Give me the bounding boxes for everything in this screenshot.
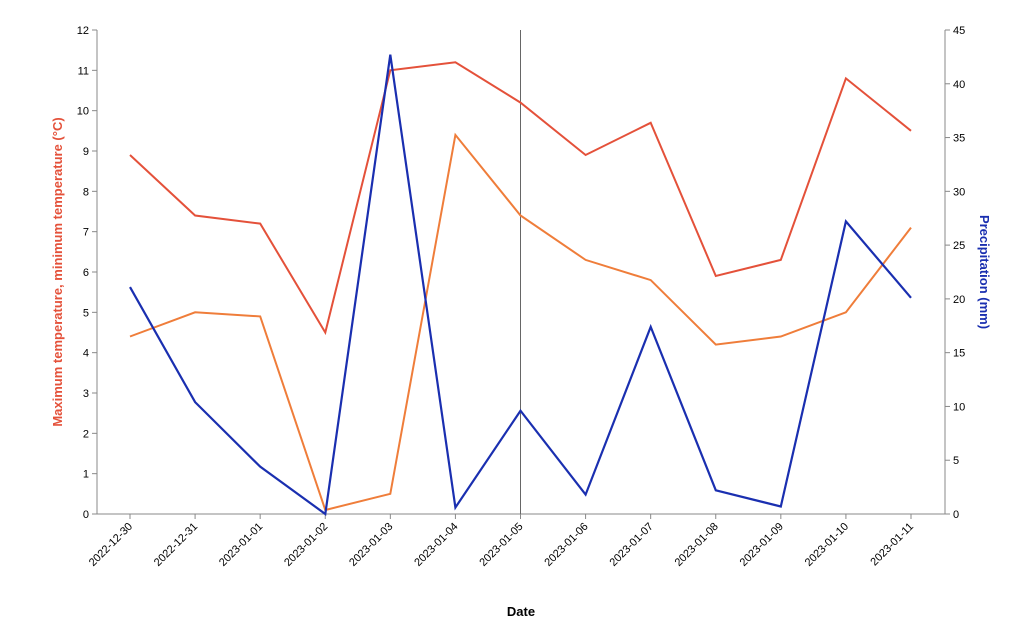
right-y-tick-label: 25 [953,240,965,252]
x-tick-label: 2023-01-07 [608,521,656,569]
right-y-tick-label: 10 [953,401,965,413]
right-y-tick-label: 0 [953,509,959,521]
right-y-axis-title: Precipitation (mm) [977,215,992,329]
left-y-tick-label: 6 [83,267,89,279]
right-y-tick-label: 15 [953,348,965,360]
left-y-tick-label: 2 [83,428,89,440]
left-y-tick-label: 7 [83,227,89,239]
right-y-tick-label: 40 [953,79,965,91]
x-tick-label: 2023-01-05 [477,521,525,569]
right-y-tick-label: 35 [953,133,965,145]
x-tick-label: 2023-01-04 [412,521,460,569]
left-y-tick-label: 12 [77,25,89,37]
x-tick-label: 2023-01-02 [282,521,330,569]
series-line-tmax [129,61,912,336]
left-y-tick-label: 9 [83,146,89,158]
x-tick-label: 2023-01-03 [347,521,395,569]
left-y-tick-label: 4 [83,348,89,360]
right-y-tick-label: 45 [953,25,965,37]
x-tick-label: 2023-01-11 [868,521,916,569]
right-y-tick-label: 30 [953,186,965,198]
left-y-tick-label: 0 [83,509,89,521]
left-y-tick-label: 5 [83,307,89,319]
x-tick-label: 2023-01-08 [673,521,721,569]
x-tick-label: 2023-01-06 [542,521,590,569]
left-y-tick-label: 8 [83,186,89,198]
x-tick-label: 2023-01-10 [803,521,851,569]
x-axis-title: Date [507,604,535,619]
x-tick-label: 2022-12-30 [87,521,135,569]
left-y-tick-label: 10 [77,106,89,118]
right-y-tick-label: 5 [953,455,959,467]
x-tick-label: 2022-12-31 [152,521,200,569]
series-line-tmin [129,132,912,512]
left-y-tick-label: 11 [78,65,89,77]
left-y-axis-title: Maximum temperature, minimum temperature… [50,117,65,426]
left-y-tick-label: 1 [83,469,89,481]
x-tick-label: 2023-01-09 [738,521,786,569]
series-line-precip [129,54,912,516]
right-y-tick-label: 20 [953,294,965,306]
x-tick-label: 2023-01-01 [217,521,265,569]
series-lines [129,54,912,516]
left-y-tick-label: 3 [83,388,89,400]
